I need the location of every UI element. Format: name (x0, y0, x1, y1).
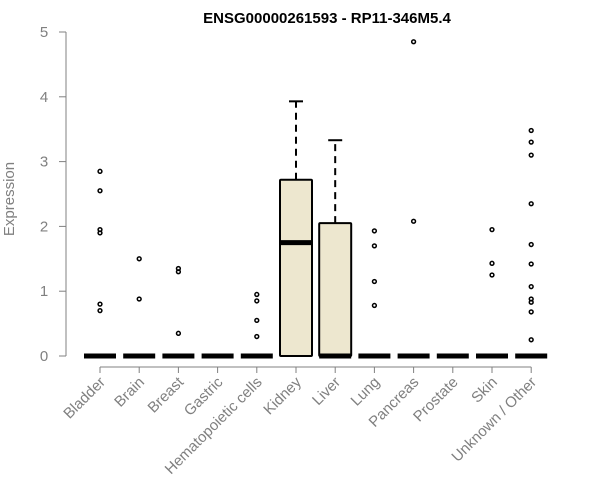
boxes (84, 39, 548, 359)
x-tick-label: Skin (468, 374, 501, 407)
outlier-point (136, 256, 142, 262)
y-tick-label: 2 (40, 218, 48, 235)
box-group (84, 168, 116, 359)
outlier-point (175, 330, 182, 336)
outlier-point (175, 265, 182, 272)
outlier-point (97, 226, 103, 233)
x-tick-label: Brain (111, 374, 148, 411)
box-group (123, 256, 156, 359)
box-group (397, 39, 430, 359)
outlier-point (489, 226, 495, 233)
outlier-point (410, 218, 417, 224)
outlier-point (489, 272, 495, 278)
outlier-point (528, 127, 534, 134)
outlier-point (528, 296, 534, 302)
outlier-point (254, 333, 260, 340)
outlier-point (254, 317, 260, 324)
outlier-point (528, 284, 534, 290)
outlier-point (528, 152, 534, 158)
y-tick-label: 3 (40, 154, 48, 171)
outlier-point (254, 298, 260, 304)
outlier-point (528, 201, 534, 207)
box-group (318, 139, 353, 359)
outlier-point (489, 260, 495, 266)
chart-title: ENSG00000261593 - RP11-346M5.4 (203, 10, 451, 27)
y-axis-label: Expression (1, 162, 18, 236)
box-body (318, 222, 353, 357)
y-tick-label: 1 (40, 283, 48, 300)
outlier-point (136, 296, 142, 302)
box-group (358, 228, 391, 359)
box-group (476, 226, 508, 359)
outlier-point (97, 301, 103, 307)
y-tick-label: 0 (40, 348, 48, 365)
y-tick-label: 5 (40, 24, 48, 41)
outlier-point (97, 168, 103, 174)
outlier-point (371, 302, 378, 309)
x-tick-label: Kidney (260, 373, 305, 418)
outlier-point (371, 243, 378, 249)
outlier-point (97, 188, 103, 194)
x-tick-label: Liver (309, 374, 344, 409)
x-tick-label: Bladder (60, 374, 109, 423)
outlier-point (528, 337, 534, 343)
outlier-point (410, 39, 417, 45)
outlier-point (528, 309, 534, 315)
outlier-point (528, 139, 534, 145)
box-group (162, 265, 195, 359)
x-tick-label: Lung (348, 374, 384, 410)
outlier-point (371, 228, 378, 234)
outlier-point (97, 307, 103, 314)
box-group (240, 291, 273, 359)
outlier-point (254, 291, 260, 298)
box-group (515, 127, 548, 359)
outlier-point (371, 278, 378, 285)
outlier-point (528, 241, 534, 248)
y-axis: 0 1 2 3 4 5 (40, 24, 67, 365)
box-group (279, 100, 313, 357)
x-tick-label: Breast (145, 373, 188, 416)
box-body (279, 178, 313, 357)
outlier-point (528, 261, 534, 267)
y-tick-label: 4 (40, 89, 48, 106)
